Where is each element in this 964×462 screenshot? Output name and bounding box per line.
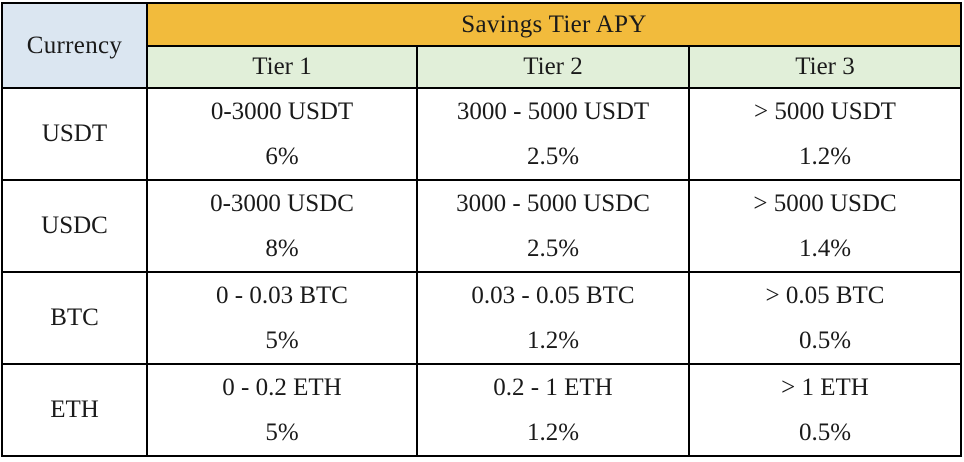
tier-apy: 0.5%	[798, 419, 852, 446]
tier-cell: > 5000 USDC 1.4%	[688, 179, 962, 273]
tier-apy: 6%	[265, 143, 299, 170]
savings-tier-apy-header: Savings Tier APY	[146, 2, 962, 47]
tier-cell: > 1 ETH 0.5%	[688, 363, 962, 457]
tier-cell: 0 - 0.2 ETH 5%	[146, 363, 418, 457]
tier-apy: 1.2%	[798, 143, 852, 170]
table-row: USDC 0-3000 USDC 8% 3000 - 5000 USDC 2.5…	[1, 179, 962, 273]
currency-name: BTC	[1, 271, 148, 365]
header-row-tiers: Tier 1 Tier 2 Tier 3	[2, 45, 962, 89]
tier-cell: > 0.05 BTC 0.5%	[688, 271, 962, 365]
currency-name: ETH	[1, 363, 148, 457]
tier-range: 0.2 - 1 ETH	[493, 374, 613, 401]
tier-apy: 1.2%	[526, 327, 580, 354]
tier-apy: 8%	[265, 235, 299, 262]
tier-apy: 5%	[265, 419, 299, 446]
tier-apy: 5%	[265, 327, 299, 354]
header-row-top: Currency Savings Tier APY	[1, 2, 962, 89]
table-row: USDT 0-3000 USDT 6% 3000 - 5000 USDT 2.5…	[1, 87, 962, 181]
currency-name: USDC	[1, 179, 148, 273]
tier-cell: 3000 - 5000 USDC 2.5%	[416, 179, 690, 273]
tier-range: > 5000 USDC	[753, 190, 897, 217]
tier-cell: > 5000 USDT 1.2%	[688, 87, 962, 181]
tier-3-header: Tier 3	[688, 45, 962, 89]
tier-range: 0 - 0.2 ETH	[222, 374, 342, 401]
tier-apy: 2.5%	[526, 235, 580, 262]
tier-range: > 0.05 BTC	[765, 282, 885, 309]
currency-name: USDT	[1, 87, 148, 181]
tier-cell: 0 - 0.03 BTC 5%	[146, 271, 418, 365]
tier-cell: 0.03 - 0.05 BTC 1.2%	[416, 271, 690, 365]
tier-range: 0-3000 USDT	[210, 98, 354, 125]
tier-range: 3000 - 5000 USDC	[456, 190, 650, 217]
tier-range: 0.03 - 0.05 BTC	[471, 282, 635, 309]
tier-apy: 1.4%	[798, 235, 852, 262]
table-row: BTC 0 - 0.03 BTC 5% 0.03 - 0.05 BTC 1.2%…	[1, 271, 962, 365]
table-row: ETH 0 - 0.2 ETH 5% 0.2 - 1 ETH 1.2% > 1 …	[1, 363, 962, 457]
tier-cell: 0-3000 USDC 8%	[146, 179, 418, 273]
tier-2-header: Tier 2	[416, 45, 690, 89]
currency-header: Currency	[1, 2, 148, 89]
tier-cell: 0-3000 USDT 6%	[146, 87, 418, 181]
tier-range: 0 - 0.03 BTC	[216, 282, 348, 309]
tier-range: 3000 - 5000 USDT	[456, 98, 650, 125]
tier-apy: 2.5%	[526, 143, 580, 170]
tier-1-header: Tier 1	[146, 45, 418, 89]
tier-range: 0-3000 USDC	[210, 190, 354, 217]
tier-apy: 1.2%	[526, 419, 580, 446]
tier-range: > 1 ETH	[781, 374, 869, 401]
tier-cell: 3000 - 5000 USDT 2.5%	[416, 87, 690, 181]
tier-cell: 0.2 - 1 ETH 1.2%	[416, 363, 690, 457]
tier-apy: 0.5%	[798, 327, 852, 354]
tier-range: > 5000 USDT	[754, 98, 896, 125]
